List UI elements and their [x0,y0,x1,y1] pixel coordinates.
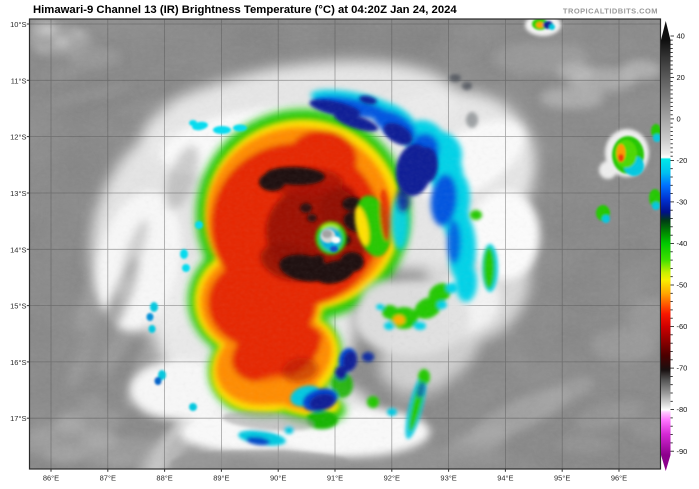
svg-text:-60: -60 [677,322,688,331]
svg-text:-70: -70 [677,364,688,373]
svg-text:-90: -90 [677,447,688,456]
svg-text:89°E: 89°E [213,474,229,483]
svg-text:94°E: 94°E [497,474,513,483]
svg-text:88°E: 88°E [156,474,172,483]
svg-text:-40: -40 [677,239,688,248]
svg-text:14°S: 14°S [10,245,26,254]
svg-text:10°S: 10°S [10,20,26,29]
svg-text:20: 20 [677,73,685,82]
svg-text:-20: -20 [677,156,688,165]
svg-text:Himawari-9 Channel 13 (IR) Bri: Himawari-9 Channel 13 (IR) Brightness Te… [33,4,457,16]
svg-text:TROPICALTIDBITS.COM: TROPICALTIDBITS.COM [563,7,658,16]
svg-text:17°S: 17°S [10,414,26,423]
svg-text:16°S: 16°S [10,358,26,367]
svg-text:92°E: 92°E [384,474,400,483]
svg-text:13°S: 13°S [10,189,26,198]
svg-text:0: 0 [677,115,681,124]
svg-text:40: 40 [677,32,685,41]
svg-text:-30: -30 [677,198,688,207]
svg-text:-80: -80 [677,405,688,414]
svg-text:95°E: 95°E [554,474,570,483]
svg-text:91°E: 91°E [327,474,343,483]
svg-text:96°E: 96°E [611,474,627,483]
svg-text:15°S: 15°S [10,302,26,311]
svg-text:11°S: 11°S [11,76,27,85]
svg-text:90°E: 90°E [270,474,286,483]
svg-text:12°S: 12°S [10,133,26,142]
svg-text:-50: -50 [677,281,688,290]
svg-text:93°E: 93°E [440,474,456,483]
svg-text:86°E: 86°E [43,474,59,483]
svg-text:87°E: 87°E [100,474,116,483]
